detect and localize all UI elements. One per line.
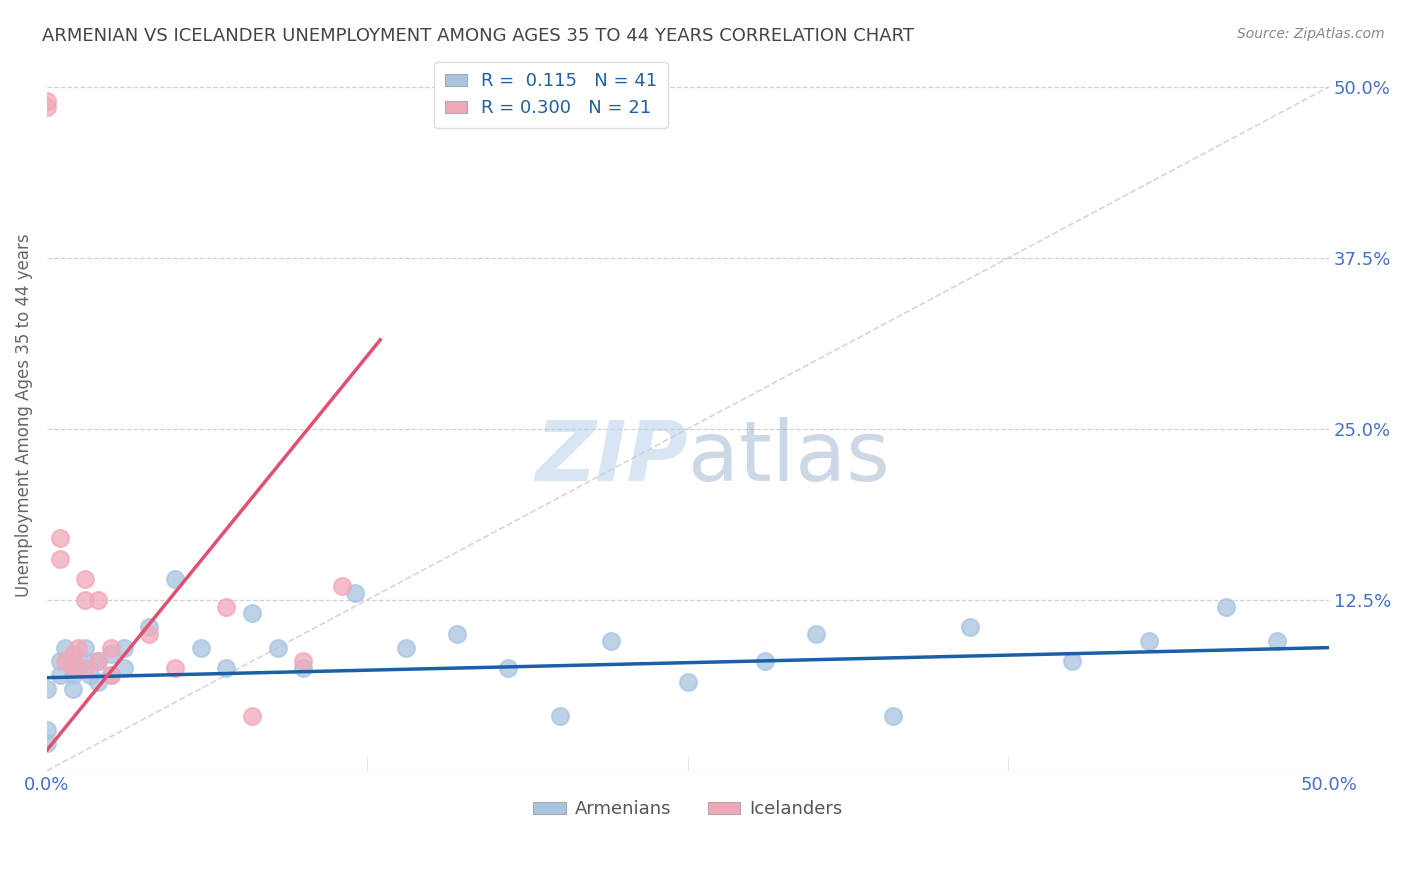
Point — [48, 654, 70, 668]
Point — [1215, 599, 1237, 614]
Point — [165, 572, 187, 586]
Point — [266, 640, 288, 655]
Point — [48, 531, 70, 545]
Point — [240, 607, 263, 621]
Point — [87, 674, 110, 689]
Point — [53, 654, 76, 668]
Point — [112, 661, 135, 675]
Point — [48, 551, 70, 566]
Point — [112, 640, 135, 655]
Point — [35, 94, 58, 108]
Point — [100, 648, 122, 662]
Point — [79, 668, 101, 682]
Point — [165, 661, 187, 675]
Point — [75, 661, 97, 675]
Text: ARMENIAN VS ICELANDER UNEMPLOYMENT AMONG AGES 35 TO 44 YEARS CORRELATION CHART: ARMENIAN VS ICELANDER UNEMPLOYMENT AMONG… — [42, 27, 914, 45]
Point — [330, 579, 353, 593]
Point — [100, 640, 122, 655]
Point — [87, 654, 110, 668]
Point — [959, 620, 981, 634]
Point — [62, 681, 84, 696]
Point — [498, 661, 520, 675]
Point — [240, 709, 263, 723]
Point — [75, 640, 97, 655]
Point — [66, 640, 89, 655]
Legend: Armenians, Icelanders: Armenians, Icelanders — [526, 793, 849, 826]
Point — [62, 668, 84, 682]
Point — [215, 661, 238, 675]
Point — [35, 100, 58, 114]
Text: atlas: atlas — [688, 417, 890, 499]
Point — [292, 654, 315, 668]
Point — [75, 592, 97, 607]
Text: Source: ZipAtlas.com: Source: ZipAtlas.com — [1237, 27, 1385, 41]
Point — [1137, 633, 1160, 648]
Text: ZIP: ZIP — [536, 417, 688, 499]
Point — [35, 723, 58, 737]
Point — [100, 668, 122, 682]
Point — [35, 681, 58, 696]
Point — [600, 633, 623, 648]
Point — [62, 654, 84, 668]
Point — [446, 627, 468, 641]
Point — [35, 736, 58, 750]
Point — [343, 586, 366, 600]
Point — [138, 620, 160, 634]
Point — [62, 648, 84, 662]
Point — [1062, 654, 1084, 668]
Point — [87, 592, 110, 607]
Point — [48, 668, 70, 682]
Point — [754, 654, 776, 668]
Point — [53, 640, 76, 655]
Point — [190, 640, 212, 655]
Point — [395, 640, 418, 655]
Point — [66, 661, 89, 675]
Point — [1267, 633, 1289, 648]
Point — [292, 661, 315, 675]
Point — [138, 627, 160, 641]
Point — [804, 627, 827, 641]
Point — [548, 709, 571, 723]
Y-axis label: Unemployment Among Ages 35 to 44 years: Unemployment Among Ages 35 to 44 years — [15, 234, 32, 597]
Point — [215, 599, 238, 614]
Point — [75, 654, 97, 668]
Point — [676, 674, 699, 689]
Point — [62, 661, 84, 675]
Point — [100, 668, 122, 682]
Point — [882, 709, 904, 723]
Point — [75, 572, 97, 586]
Point — [87, 654, 110, 668]
